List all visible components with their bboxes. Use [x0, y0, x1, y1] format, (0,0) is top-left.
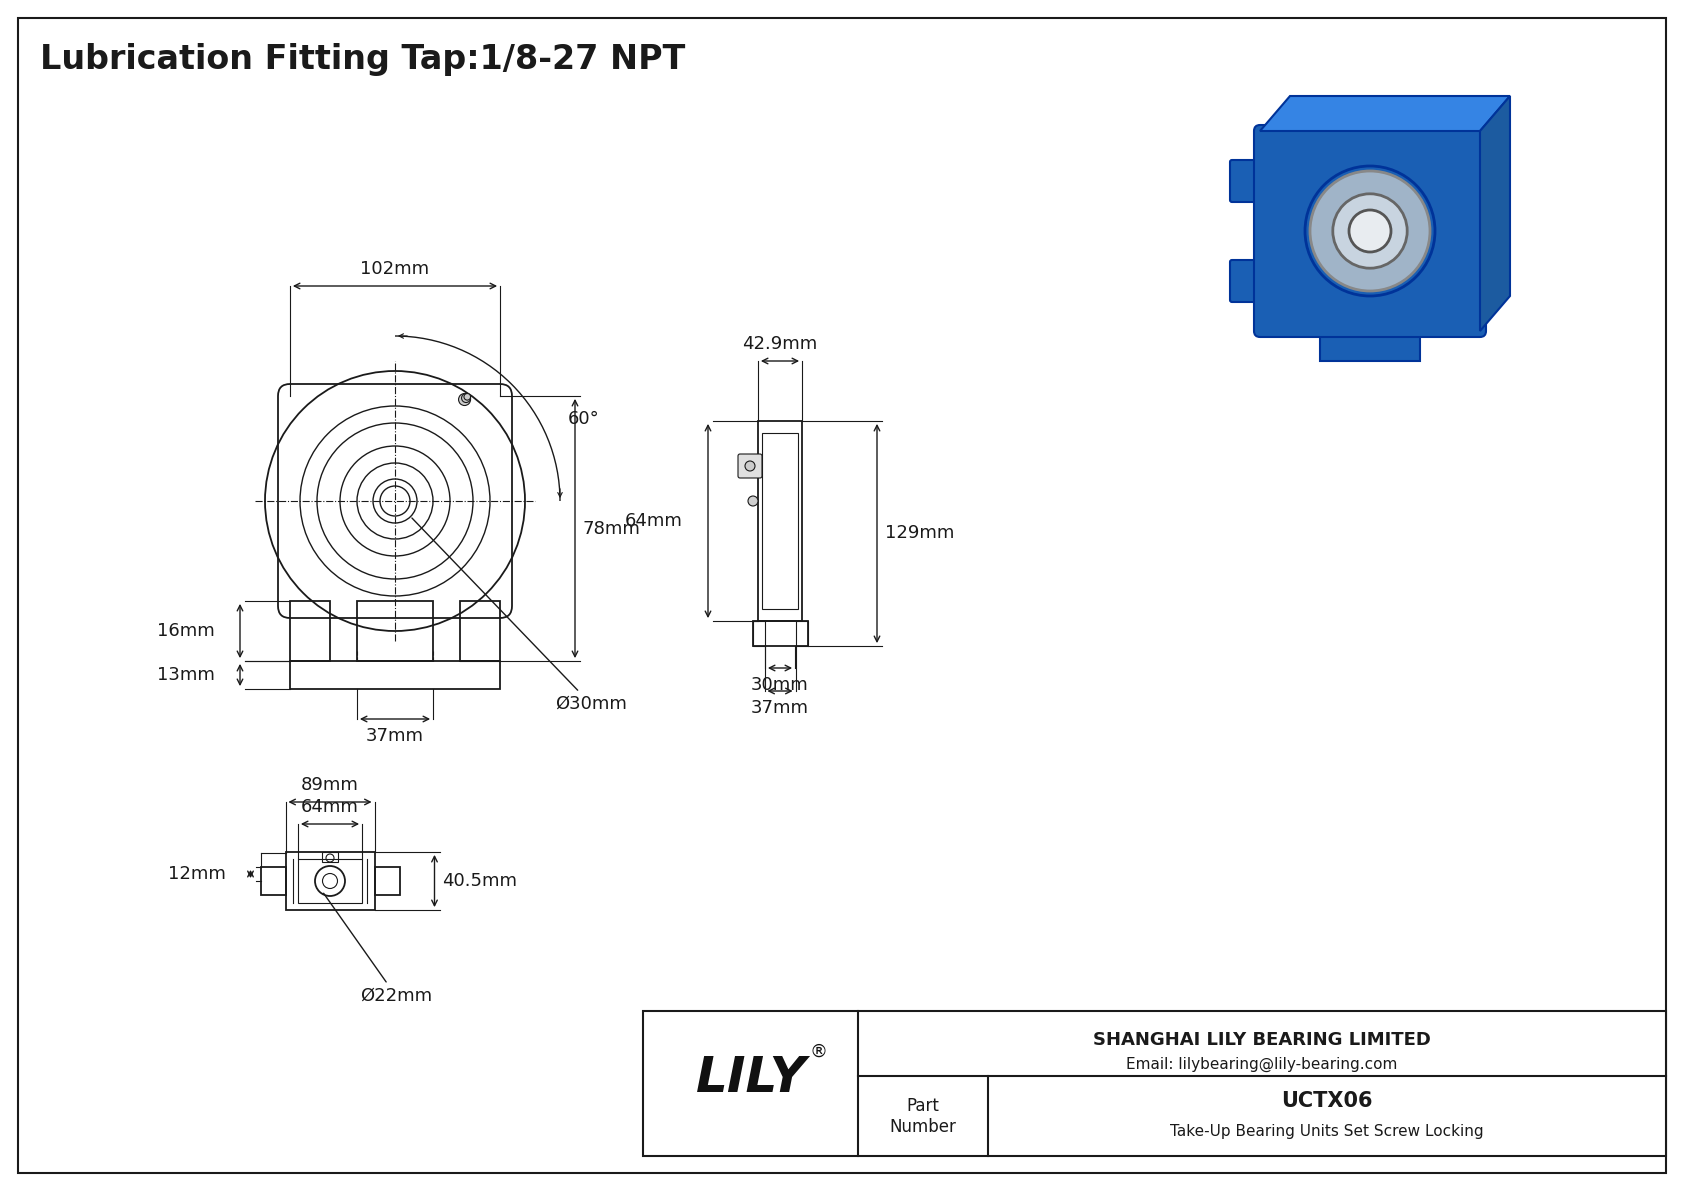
Text: Lubrication Fitting Tap:1/8-27 NPT: Lubrication Fitting Tap:1/8-27 NPT — [40, 43, 685, 76]
Polygon shape — [1480, 96, 1511, 331]
Polygon shape — [1320, 336, 1420, 361]
Text: 13mm: 13mm — [157, 666, 216, 684]
Text: Part
Number: Part Number — [889, 1097, 957, 1136]
FancyBboxPatch shape — [738, 454, 761, 478]
Circle shape — [744, 461, 754, 470]
Circle shape — [1310, 172, 1430, 291]
Text: 64mm: 64mm — [301, 798, 359, 816]
Text: ®: ® — [808, 1042, 827, 1061]
Bar — [753, 621, 765, 646]
Text: 89mm: 89mm — [301, 777, 359, 794]
Bar — [761, 434, 798, 609]
Text: 40.5mm: 40.5mm — [443, 872, 517, 890]
Text: 42.9mm: 42.9mm — [743, 335, 818, 353]
Text: 30mm: 30mm — [751, 676, 808, 694]
Text: SHANGHAI LILY BEARING LIMITED: SHANGHAI LILY BEARING LIMITED — [1093, 1031, 1431, 1049]
Text: LILY: LILY — [695, 1054, 807, 1103]
Text: 64mm: 64mm — [625, 512, 684, 530]
Text: 37mm: 37mm — [751, 699, 808, 717]
Text: 12mm: 12mm — [168, 865, 226, 883]
Text: Ø22mm: Ø22mm — [323, 893, 433, 1005]
Circle shape — [461, 393, 470, 403]
Bar — [758, 420, 802, 621]
Bar — [298, 859, 362, 903]
Bar — [290, 661, 500, 690]
Text: Ø30mm: Ø30mm — [413, 518, 626, 713]
Circle shape — [458, 393, 470, 405]
Text: UCTX06: UCTX06 — [1282, 1091, 1372, 1111]
Text: 78mm: 78mm — [583, 519, 642, 537]
Text: 60°: 60° — [568, 410, 600, 428]
Circle shape — [465, 393, 470, 400]
Bar — [460, 601, 500, 661]
Text: 37mm: 37mm — [365, 727, 424, 746]
Circle shape — [748, 495, 758, 506]
FancyBboxPatch shape — [1255, 125, 1485, 337]
Bar — [261, 867, 286, 894]
Bar — [795, 621, 808, 646]
Bar — [290, 601, 330, 661]
Text: 102mm: 102mm — [360, 260, 429, 278]
FancyBboxPatch shape — [1229, 260, 1265, 303]
Text: Email: lilybearing@lily-bearing.com: Email: lilybearing@lily-bearing.com — [1127, 1058, 1398, 1072]
Bar — [322, 852, 338, 862]
Bar — [286, 852, 374, 910]
Circle shape — [1305, 166, 1435, 297]
Text: 129mm: 129mm — [886, 524, 955, 542]
FancyBboxPatch shape — [1229, 160, 1265, 202]
Text: Take-Up Bearing Units Set Screw Locking: Take-Up Bearing Units Set Screw Locking — [1170, 1124, 1484, 1139]
Text: 16mm: 16mm — [157, 622, 216, 640]
Bar — [374, 867, 399, 894]
Bar — [753, 621, 808, 646]
Circle shape — [1332, 194, 1408, 268]
Polygon shape — [1260, 96, 1511, 131]
Circle shape — [1349, 210, 1391, 252]
Bar — [643, 1011, 1665, 1156]
Bar — [357, 601, 433, 661]
